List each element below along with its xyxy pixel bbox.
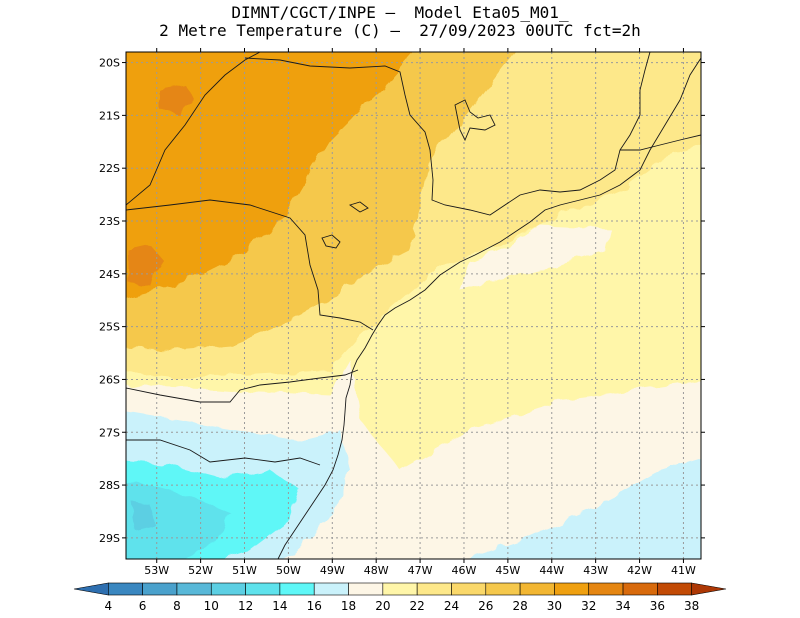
colorbar-swatch: [519, 582, 555, 596]
colorbar: 4 6 8 10 12 14 16 18 20 22 24 26 28 30 32 34 36 38: [73, 582, 727, 613]
colorbar-level-label: 22: [410, 599, 425, 613]
colorbar-swatch: [108, 582, 143, 596]
colorbar-swatch: [73, 582, 109, 596]
colorbar-swatch: [485, 582, 521, 596]
field-16-18: [126, 481, 230, 559]
colorbar-level-label: 12: [238, 599, 253, 613]
colorbar-level-label: 32: [581, 599, 596, 613]
colorbar-level-label: 14: [272, 599, 287, 613]
lon-tick-label: 42W: [627, 564, 652, 577]
colorbar-level-label: 20: [375, 599, 390, 613]
field-32-34: [128, 245, 165, 285]
colorbar-level-label: 24: [444, 599, 459, 613]
colorbar-level-label: 16: [307, 599, 322, 613]
lat-tick-label: 25S: [99, 321, 120, 334]
colorbar-swatch: [657, 582, 692, 596]
title-line-1: DIMNT/CGCT/INPE – Model Eta05_M01_: [231, 3, 569, 22]
colorbar-swatch: [142, 582, 178, 596]
axis-ticks: 20S 21S 22S 23S 24S 25S 26S 27S 28S 29S 53W 52W 51W 5…: [99, 48, 705, 577]
lat-tick-label: 27S: [99, 426, 120, 439]
state-border: [244, 52, 651, 216]
reservoir: [348, 201, 369, 213]
lon-tick-label: 48W: [364, 564, 389, 577]
lat-tick-label: 28S: [99, 479, 120, 492]
field-32-34: [160, 85, 195, 115]
colorbar-level-label: 36: [650, 599, 665, 613]
state-border: [126, 52, 261, 206]
colorbar-swatch: [691, 582, 727, 596]
colorbar-swatch: [279, 582, 315, 596]
lon-tick-label: 53W: [144, 564, 169, 577]
colorbar-swatch: [451, 582, 487, 596]
colorbar-swatch: [588, 582, 624, 596]
field-30-32: [126, 52, 415, 299]
plot-frame: [125, 51, 702, 560]
colorbar-swatch: [554, 582, 590, 596]
state-border: [126, 439, 321, 466]
lon-tick-label: 43W: [583, 564, 608, 577]
colorbar-swatch: [313, 582, 349, 596]
state-border: [126, 199, 374, 331]
colorbar-swatch: [245, 582, 281, 596]
colorbar-level-label: 18: [341, 599, 356, 613]
lon-tick-label: 52W: [188, 564, 213, 577]
title-line-2: 2 Metre Temperature (C) – 27/09/2023 00U…: [159, 21, 641, 40]
lon-tick-label: 50W: [276, 564, 301, 577]
colorbar-swatch: [622, 582, 658, 596]
lat-tick-label: 24S: [99, 268, 120, 281]
lon-tick-label: 49W: [320, 564, 345, 577]
colorbar-level-label: 38: [684, 599, 699, 613]
lon-tick-label: 45W: [495, 564, 520, 577]
coastline-and-borders: [126, 52, 701, 559]
coastline: [277, 57, 701, 559]
lat-tick-label: 22S: [99, 162, 120, 175]
state-border: [620, 134, 701, 151]
lon-tick-label: 44W: [539, 564, 564, 577]
colorbar-level-label: 28: [512, 599, 527, 613]
colorbar-level-label: 30: [547, 599, 562, 613]
lat-tick-label: 20S: [99, 57, 120, 70]
reservoir: [454, 99, 496, 142]
colorbar-swatch: [176, 582, 212, 596]
lat-tick-label: 21S: [99, 109, 120, 122]
field-14-16: [130, 500, 155, 530]
lat-tick-label: 26S: [99, 373, 120, 386]
colorbar-swatch: [416, 582, 452, 596]
colorbar-swatch: [382, 582, 418, 596]
lat-tick-label: 23S: [99, 215, 120, 228]
colorbar-level-label: 8: [173, 599, 181, 613]
temperature-field: [126, 52, 701, 559]
map-title: DIMNT/CGCT/INPE – Model Eta05_M01_ 2 Met…: [0, 4, 800, 40]
grid-lines: [126, 52, 701, 559]
lon-tick-label: 51W: [232, 564, 257, 577]
colorbar-level-label: 34: [615, 599, 630, 613]
colorbar-level-label: 10: [204, 599, 219, 613]
lat-tick-label: 29S: [99, 532, 120, 545]
lon-tick-label: 41W: [671, 564, 696, 577]
lon-tick-label: 46W: [452, 564, 477, 577]
colorbar-swatch: [210, 582, 246, 596]
lon-tick-label: 47W: [408, 564, 433, 577]
colorbar-level-label: 4: [104, 599, 112, 613]
reservoir: [321, 234, 341, 249]
colorbar-level-label: 26: [478, 599, 493, 613]
colorbar-swatch: [348, 582, 384, 596]
state-border: [126, 369, 359, 403]
colorbar-level-label: 6: [139, 599, 147, 613]
field-20-22: [461, 457, 701, 559]
